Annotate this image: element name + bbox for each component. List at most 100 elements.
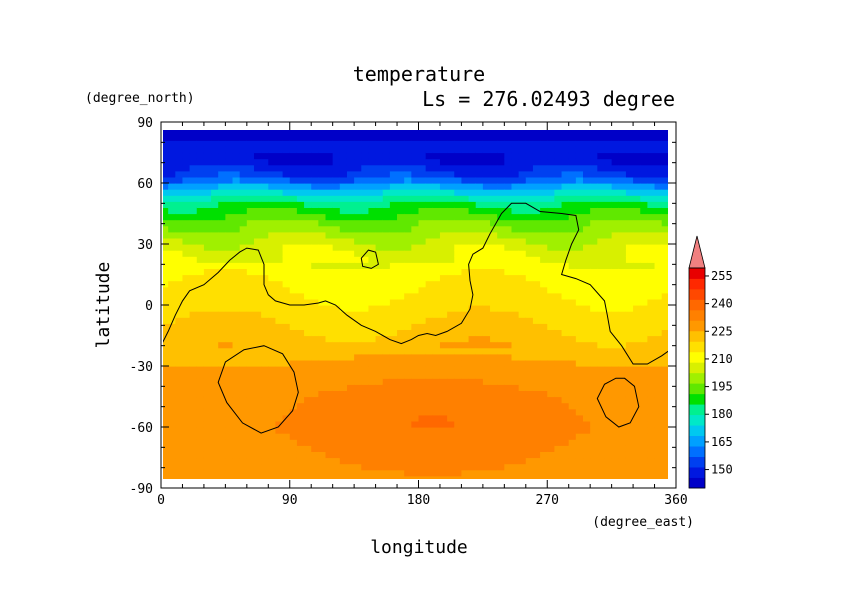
field-cell <box>583 237 591 245</box>
field-cell <box>175 262 184 269</box>
field-cell <box>354 207 362 215</box>
field-cell <box>389 262 398 269</box>
field-cell <box>618 213 627 221</box>
field-cell <box>518 329 527 337</box>
field-cell <box>575 298 584 306</box>
field-cell <box>346 384 355 391</box>
field-cell <box>368 170 377 178</box>
field-cell <box>268 152 277 160</box>
field-cell <box>490 445 498 452</box>
field-cell <box>482 353 491 361</box>
field-cell <box>225 323 234 330</box>
field-cell <box>196 207 205 215</box>
field-cell <box>168 457 176 465</box>
field-cell <box>189 195 198 202</box>
field-cell <box>311 408 319 416</box>
field-cell <box>268 268 277 276</box>
field-cell <box>461 219 470 227</box>
field-cell <box>511 396 520 404</box>
field-cell <box>633 286 641 294</box>
field-cell <box>511 353 520 361</box>
field-cell <box>168 195 176 202</box>
field-cell <box>246 274 255 282</box>
field-cell <box>196 164 205 172</box>
field-cell <box>225 201 234 208</box>
field-cell <box>318 445 327 452</box>
field-cell <box>497 390 505 398</box>
field-cell <box>318 134 327 141</box>
field-cell <box>447 359 455 367</box>
field-cell <box>461 195 470 202</box>
field-cell <box>654 152 663 160</box>
field-cell <box>561 427 570 434</box>
field-cell <box>561 231 570 239</box>
field-cell <box>532 170 541 178</box>
field-cell <box>282 353 291 361</box>
field-cell <box>168 158 176 166</box>
field-cell <box>404 469 412 477</box>
field-cell <box>511 384 520 391</box>
field-cell <box>318 170 327 178</box>
field-cell <box>504 414 513 422</box>
field-cell <box>404 317 412 324</box>
field-cell <box>490 189 498 196</box>
colorbar-tick-label: 150 <box>711 463 733 477</box>
field-cell <box>475 378 484 385</box>
field-cell <box>518 170 527 178</box>
field-cell <box>275 256 284 263</box>
field-cell <box>547 213 555 221</box>
field-cell <box>296 219 305 227</box>
field-cell <box>532 140 541 147</box>
field-cell <box>296 146 305 154</box>
field-cell <box>511 475 520 479</box>
field-cell <box>482 219 491 227</box>
field-cell <box>397 219 405 227</box>
field-cell <box>561 292 570 300</box>
field-cell <box>253 134 262 141</box>
field-cell <box>597 268 606 276</box>
field-cell <box>461 408 470 416</box>
field-cell <box>325 469 334 477</box>
field-cell <box>389 457 398 465</box>
field-cell <box>447 451 455 459</box>
field-cell <box>547 130 555 135</box>
field-cell <box>561 164 570 172</box>
field-cell <box>604 170 613 178</box>
field-cell <box>253 292 262 300</box>
field-cell <box>439 280 448 288</box>
field-cell <box>511 359 520 367</box>
field-cell <box>318 451 327 459</box>
field-cell <box>346 469 355 477</box>
field-cell <box>640 274 648 282</box>
field-cell <box>425 396 434 404</box>
field-cell <box>268 305 277 312</box>
field-cell <box>461 402 470 410</box>
field-cell <box>175 408 184 416</box>
field-cell <box>275 323 284 330</box>
field-cell <box>261 359 269 367</box>
field-cell <box>525 414 534 422</box>
field-cell <box>325 140 334 147</box>
field-cell <box>318 378 327 385</box>
field-cell <box>583 359 591 367</box>
field-cell <box>482 201 491 208</box>
field-cell <box>468 433 477 440</box>
field-cell <box>525 359 534 367</box>
field-cell <box>332 280 341 288</box>
field-cell <box>568 262 577 269</box>
field-cell <box>339 414 348 422</box>
field-cell <box>518 189 527 196</box>
field-cell <box>418 195 427 202</box>
field-cell <box>196 231 205 239</box>
field-cell <box>289 347 298 355</box>
field-cell <box>633 213 641 221</box>
field-cell <box>189 292 198 300</box>
field-cell <box>211 286 219 294</box>
field-cell <box>568 359 577 367</box>
field-cell <box>532 433 541 440</box>
field-cell <box>425 445 434 452</box>
field-cell <box>246 311 255 318</box>
field-cell <box>175 176 184 184</box>
field-cell <box>404 158 412 166</box>
field-cell <box>325 372 334 379</box>
